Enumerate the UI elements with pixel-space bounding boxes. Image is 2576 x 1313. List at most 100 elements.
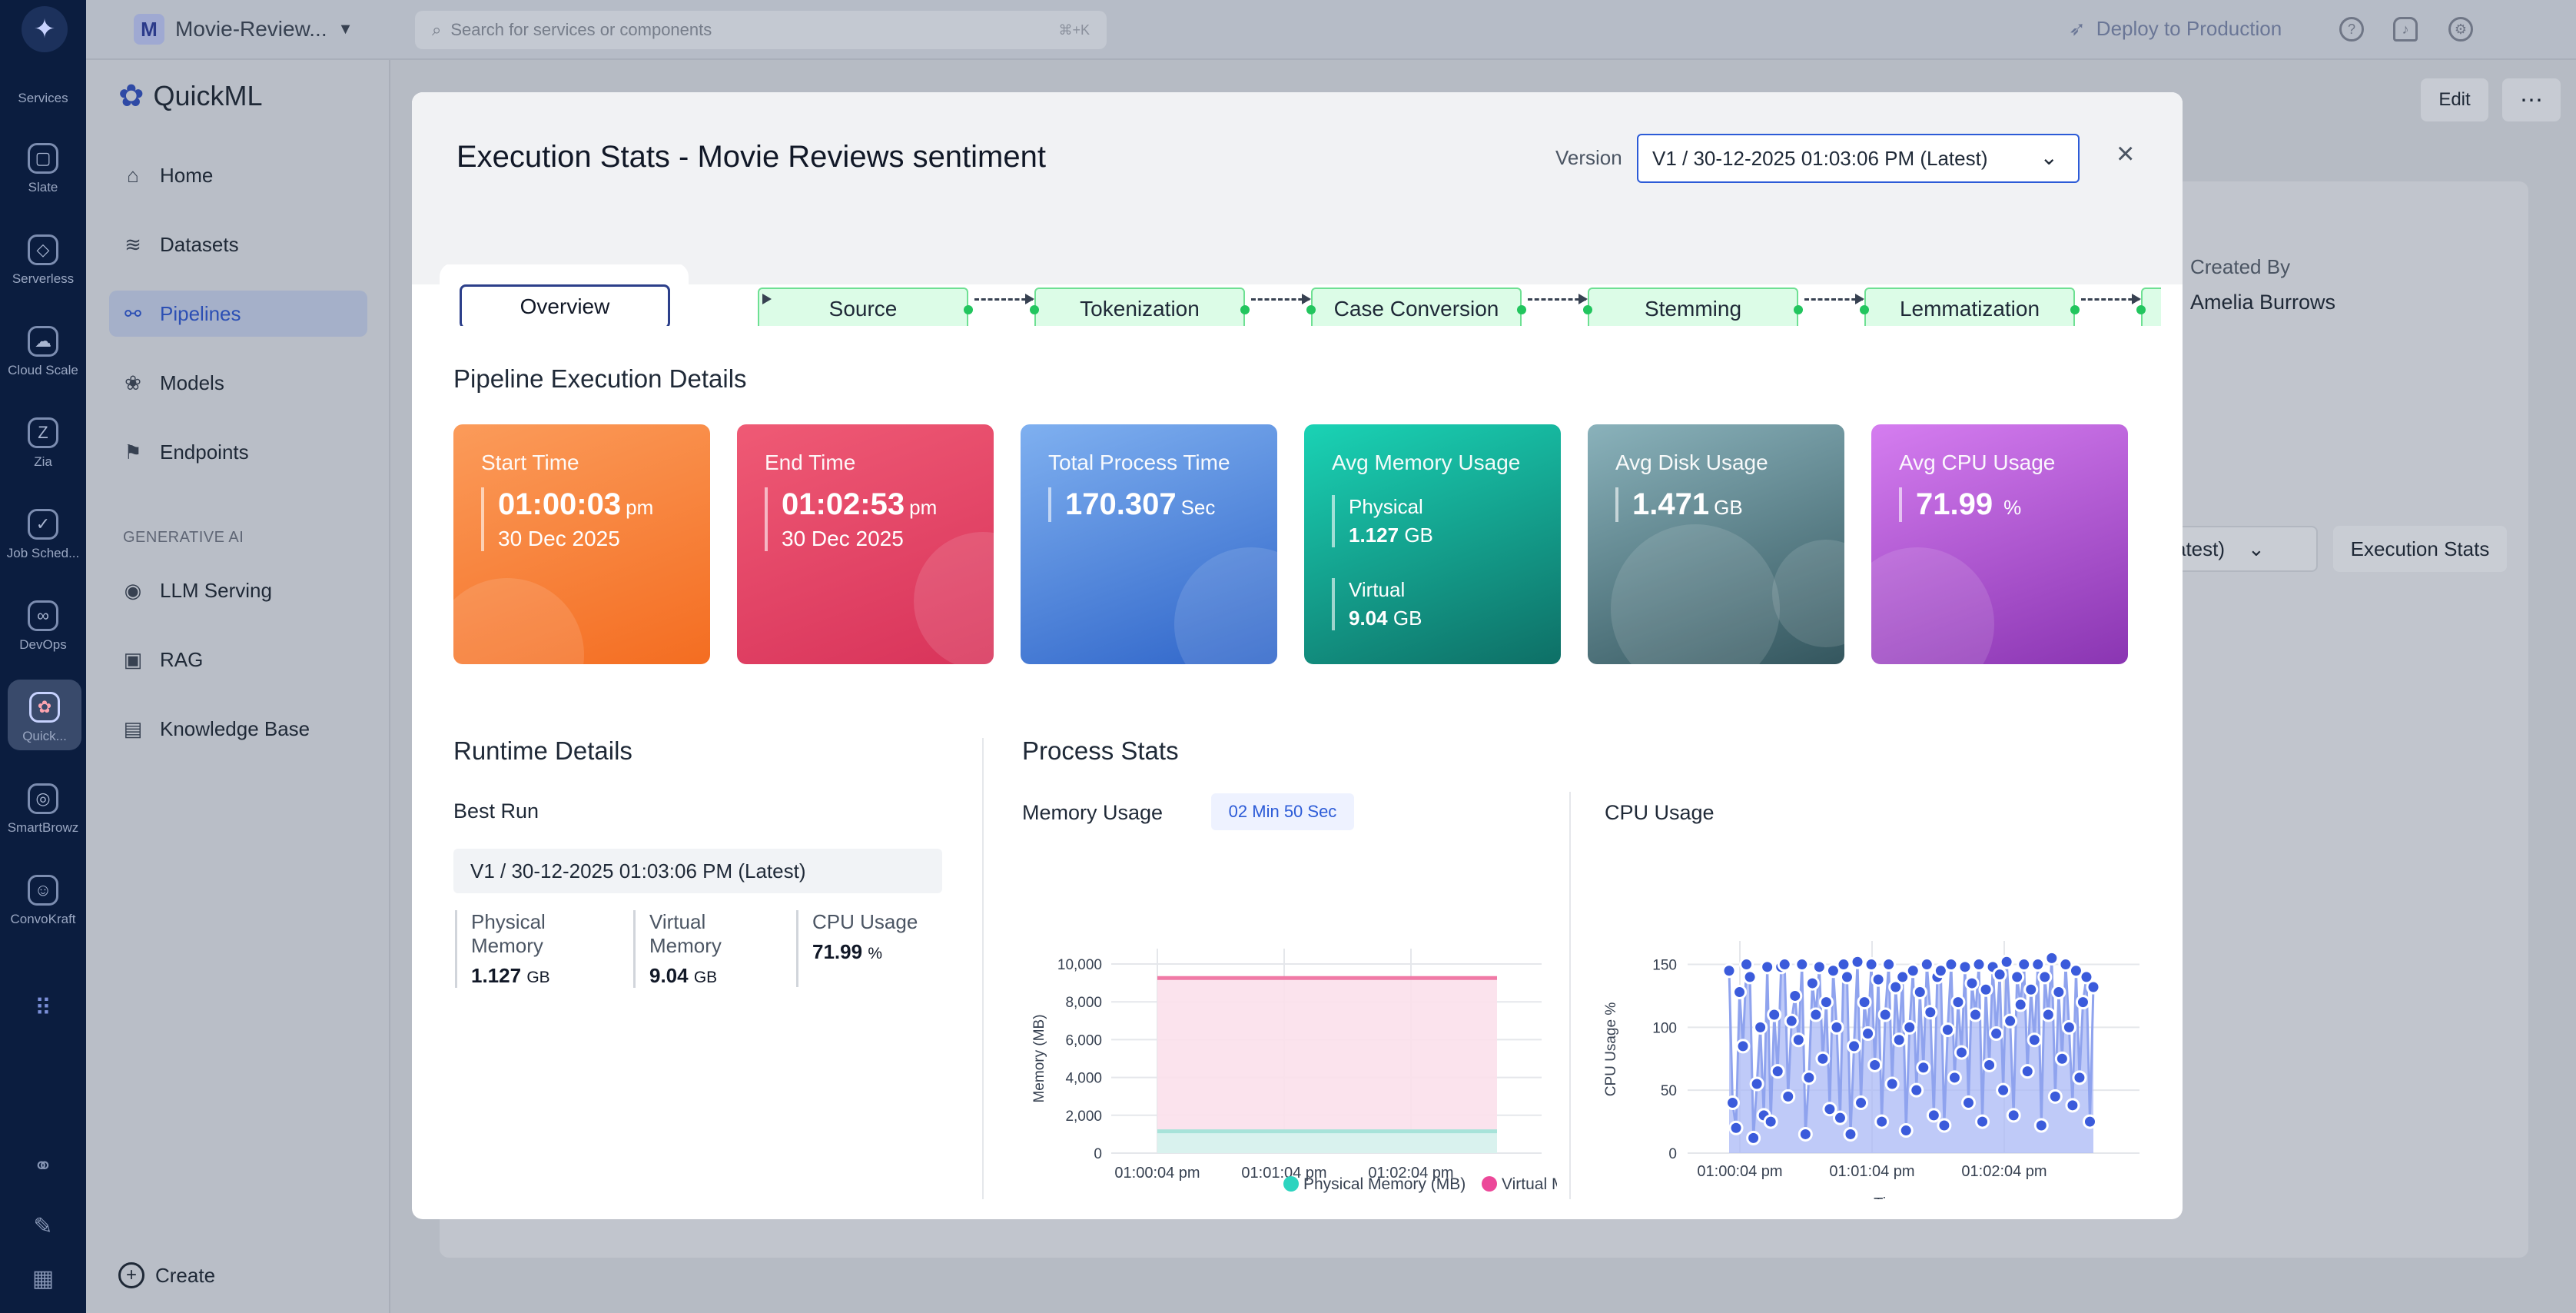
nav-item-endpoints[interactable]: ⚑ Endpoints: [109, 429, 367, 475]
stat-unit: GB: [526, 969, 550, 986]
cpu-point: [1739, 957, 1754, 972]
widgets-icon[interactable]: ▦: [32, 1266, 55, 1291]
global-search[interactable]: ⌕ Search for services or components ⌘+K: [415, 11, 1107, 49]
deploy-button[interactable]: ➶ Deploy to Production: [2069, 17, 2282, 41]
card-title: Avg Disk Usage: [1615, 450, 1768, 474]
rail-item-serverless[interactable]: ◇ Serverless: [0, 234, 86, 287]
y-axis-label: CPU Usage %: [1603, 1002, 1619, 1097]
card-unit: pm: [626, 496, 654, 519]
cpu-point: [1884, 1076, 1900, 1092]
cpu-point: [1732, 985, 1748, 1000]
edit-button[interactable]: Edit: [2421, 78, 2488, 121]
cpu-point: [1923, 1005, 1938, 1020]
stat-unit: GB: [693, 969, 718, 986]
rail-item-smartbrowz[interactable]: ◎ SmartBrowz: [0, 783, 86, 836]
card-title: Avg CPU Usage: [1899, 450, 2056, 474]
cpu-point: [1843, 1126, 1858, 1142]
catalyst-logo-icon[interactable]: ✦: [22, 6, 68, 52]
cpu-point: [1847, 1039, 1862, 1054]
cpu-point: [1919, 957, 1934, 972]
nav-item-models[interactable]: ❀ Models: [109, 360, 367, 406]
rail-item-label: Services: [18, 91, 68, 105]
card-value: 170.307: [1065, 487, 1177, 521]
nav-item-home[interactable]: ⌂ Home: [109, 152, 367, 198]
stage-next[interactable]: No: [2136, 288, 2161, 326]
cpu-point: [1871, 972, 1886, 987]
more-options-icon[interactable]: ⋯: [2502, 78, 2561, 121]
integrations-icon[interactable]: ⚭: [33, 1154, 53, 1179]
stat-label: CPU Usage: [812, 910, 918, 933]
card-decoration: [1772, 540, 1844, 647]
create-button[interactable]: + Create: [118, 1262, 215, 1288]
search-icon: ⌕: [432, 20, 442, 39]
rail-item-slate[interactable]: ▢ Slate: [0, 143, 86, 195]
chevron-down-icon: ⌄: [2248, 537, 2265, 560]
llm-icon: ◉: [124, 578, 142, 602]
process-stats-title: Process Stats: [1022, 736, 1179, 765]
stat-label: Memory: [649, 934, 722, 957]
nav-item-rag[interactable]: ▣ RAG: [109, 637, 367, 683]
rail-item-quickml[interactable]: ✿ Quick...: [8, 680, 81, 750]
x-tick-label: 01:02:04 pm: [1961, 1163, 2047, 1180]
cpu-point: [1947, 1070, 1962, 1085]
rail-item-cloud-scale[interactable]: ☁ Cloud Scale: [0, 326, 86, 378]
nav-item-pipelines[interactable]: ⚯ Pipelines: [109, 291, 367, 337]
x-tick-label: 01:00:04 pm: [1114, 1165, 1200, 1182]
rail-item-label: Job Sched...: [6, 546, 80, 560]
cpu-point: [1944, 957, 1959, 972]
connector-dot: [1860, 305, 1869, 314]
tools-icon[interactable]: ✎: [33, 1214, 53, 1239]
execution-stats-button[interactable]: Execution Stats: [2333, 526, 2507, 572]
card-value-block: 170.307 Sec: [1048, 487, 1215, 522]
project-switcher[interactable]: M Movie-Review... ▼: [134, 14, 353, 45]
apps-grid-icon[interactable]: ⠿: [35, 996, 51, 1021]
stat-value: 1.127: [471, 964, 522, 987]
stage-stemming[interactable]: Stemming: [1583, 288, 1803, 326]
card-subtext: 30 Dec 2025: [782, 527, 904, 550]
legend-swatch-virtual: [1482, 1176, 1497, 1192]
stage-source[interactable]: Source: [758, 288, 973, 326]
connector-arrow: [1804, 294, 1864, 304]
rail-item-services[interactable]: Services: [0, 91, 86, 106]
card-subtext: 30 Dec 2025: [498, 527, 620, 550]
chevron-down-icon: ⌄: [2040, 145, 2058, 169]
rail-item-job-scheduler[interactable]: ✓ Job Sched...: [0, 509, 86, 561]
cpu-point: [1850, 954, 1865, 969]
cpu-point: [1971, 957, 1987, 972]
x-axis-label: Time: [1874, 1195, 1907, 1199]
help-icon[interactable]: ?: [2339, 17, 2364, 42]
version-select[interactable]: V1 / 30-12-2025 01:03:06 PM (Latest) ⌄: [1637, 134, 2080, 183]
rail-item-devops[interactable]: ∞ DevOps: [0, 600, 86, 653]
cpu-point: [1760, 959, 1775, 975]
stage-case-conversion[interactable]: Case Conversion: [1306, 288, 1526, 326]
cpu-point: [1989, 1026, 2004, 1042]
nav-item-label: Datasets: [160, 232, 239, 256]
rail-item-convokraft[interactable]: ☺ ConvoKraft: [0, 875, 86, 927]
tab-overview[interactable]: Overview: [460, 284, 670, 326]
legend-swatch-physical: [1283, 1176, 1299, 1192]
card-decoration: [1871, 547, 1994, 664]
nav-item-llm-serving[interactable]: ◉ LLM Serving: [109, 567, 367, 613]
gear-icon[interactable]: ⚙: [2448, 17, 2473, 42]
card-unit: pm: [909, 496, 938, 519]
stage-tokenization[interactable]: Tokenization: [1030, 288, 1250, 326]
close-icon[interactable]: ×: [2116, 137, 2135, 171]
nav-item-label: RAG: [160, 647, 204, 671]
card-avg-disk: Avg Disk Usage 1.471 GB: [1588, 424, 1844, 664]
cpu-point: [2054, 1051, 2070, 1066]
cpu-point: [1867, 1057, 1883, 1072]
bell-icon[interactable]: ♪: [2393, 17, 2418, 42]
cpu-point: [1839, 969, 1854, 985]
nav-item-knowledge-base[interactable]: ▤ Knowledge Base: [109, 706, 367, 752]
nav-item-datasets[interactable]: ≋ Datasets: [109, 221, 367, 268]
y-tick-label: 10,000: [1057, 957, 1102, 973]
cpu-point: [1881, 957, 1897, 972]
cpu-point: [1784, 1013, 1799, 1029]
cpu-point: [1832, 1110, 1847, 1125]
cpu-point: [2040, 1007, 2056, 1022]
rail-item-zia[interactable]: Z Zia: [0, 417, 86, 470]
stage-lemmatization[interactable]: Lemmatization: [1860, 288, 2080, 326]
card-value: 71.99: [1916, 487, 1993, 521]
devops-icon: ∞: [28, 600, 58, 631]
connector-dot: [1306, 305, 1316, 314]
